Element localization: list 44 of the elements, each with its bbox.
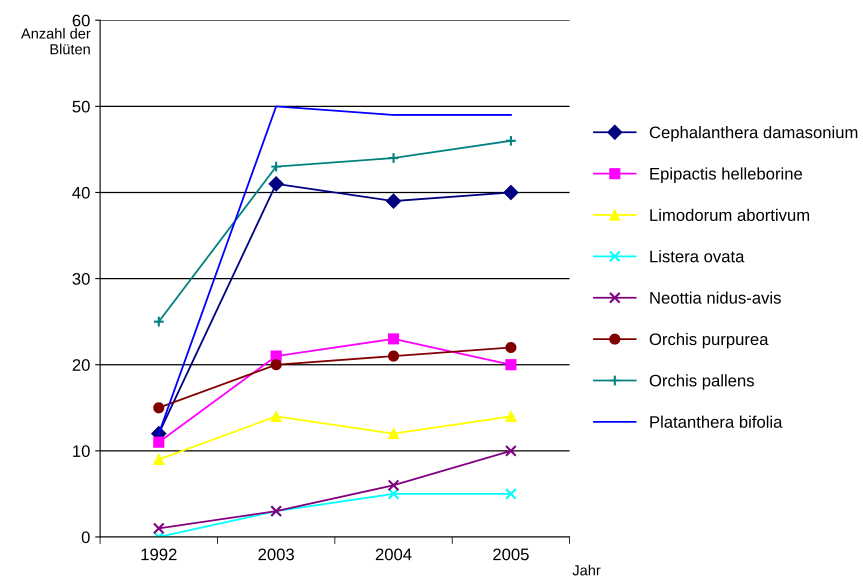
legend-label: Cephalanthera damasonium <box>650 126 858 142</box>
y-tick-label: 30 <box>72 272 90 285</box>
x-tick-label: 2005 <box>493 548 529 560</box>
point <box>268 176 284 192</box>
y-tick-label: 0 <box>82 531 90 544</box>
y-axis-title: Anzahl der Blüten <box>21 28 90 54</box>
point <box>152 522 165 534</box>
point <box>505 342 516 354</box>
point <box>386 194 402 209</box>
point <box>388 350 400 362</box>
point <box>153 436 164 448</box>
point <box>505 359 516 370</box>
y-tick-label: 10 <box>73 445 90 458</box>
x-tick-label: 2003 <box>258 548 294 560</box>
point <box>505 410 516 422</box>
x-axis-title: Jahr <box>572 564 600 576</box>
legend-label: Orchis purpurea <box>650 332 768 348</box>
legend-label: Limodorum abortivum <box>650 208 810 222</box>
point <box>504 488 517 500</box>
point <box>388 488 400 500</box>
point <box>504 444 517 457</box>
point <box>504 134 517 147</box>
point <box>270 359 282 370</box>
point <box>270 160 282 173</box>
legend-label: Orchis pallens <box>650 374 754 390</box>
point <box>388 333 400 344</box>
y-tick-label: 60 <box>72 14 90 26</box>
point <box>153 454 164 466</box>
point <box>153 402 164 414</box>
point <box>270 410 282 422</box>
x-tick-label: 2004 <box>376 548 412 560</box>
y-tick-label: 40 <box>72 186 90 199</box>
legend-label: Platanthera bifolia <box>650 416 782 428</box>
point <box>152 316 165 328</box>
point <box>388 479 400 492</box>
legend-label: Epipactis helleborine <box>650 167 802 183</box>
y-tick-label: 50 <box>72 100 90 113</box>
point <box>388 152 400 164</box>
legend-label: Listera ovata <box>650 250 744 262</box>
y-tick-label: 20 <box>72 359 90 371</box>
legend-label: Neottia nidus-avis <box>650 292 781 304</box>
point <box>503 184 518 200</box>
point <box>388 428 400 440</box>
x-tick-label: 1992 <box>142 548 176 560</box>
